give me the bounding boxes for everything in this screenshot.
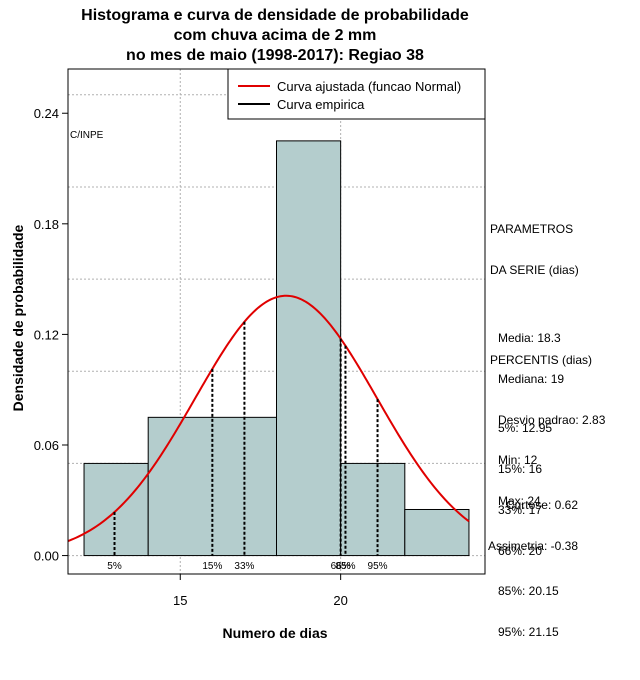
parameter-max: Max: 24 (498, 494, 541, 509)
x-tick-label-1: 20 (333, 593, 347, 608)
histogram-bar-2 (276, 140, 342, 557)
legend-box (227, 68, 486, 120)
legend-label-1: Curva empirica (277, 97, 365, 112)
parameter-stddev: Desvio padrao: 2.83 (498, 412, 606, 427)
percentile-95: 95%: 21.15 (498, 625, 559, 640)
percentile-label-85%: 85% (335, 561, 355, 572)
percentile-85: 85%: 20.15 (498, 584, 559, 599)
watermark-text: C/INPE (70, 130, 104, 141)
x-axis-label: Numero de dias (222, 625, 328, 641)
y-axis-label: Densidade de probabilidade (10, 224, 26, 412)
title-line-3: no mes de maio (1998-2017): Regiao 38 (126, 47, 424, 64)
y-tick-label-2: 0.12 (34, 327, 59, 342)
histogram-bars (83, 140, 470, 557)
y-axis: 0.00 0.06 0.12 0.18 0.24 (34, 106, 69, 564)
percentile-33: 33%: 17 (498, 502, 543, 517)
y-tick-label-1: 0.06 (34, 438, 59, 453)
parameter-mean: Media: 18.3 (498, 330, 561, 345)
parameters-panel: PARAMETROS DA SERIE (dias) Media: 18.3 M… (490, 196, 605, 549)
y-tick-label-3: 0.18 (34, 217, 59, 232)
parameter-median: Mediana: 19 (498, 371, 565, 386)
percentiles-header: PERCENTIS (dias) (490, 353, 593, 368)
x-tick-label-0: 15 (173, 593, 187, 608)
shape-stats-panel: Curtose: 0.62 Assimetria: -0.38 (486, 472, 578, 567)
percentile-label-95%: 95% (368, 561, 388, 572)
title-line-2: com chuva acima de 2 mm (173, 27, 377, 44)
percentile-5: 5%: 12.95 (498, 421, 553, 436)
percentile-15: 15%: 16 (498, 461, 543, 476)
parameters-header-1: PARAMETROS (490, 222, 574, 237)
parameters-header-2: DA SERIE (dias) (490, 262, 579, 277)
y-tick-label-0: 0.00 (34, 549, 59, 564)
percentile-label-33%: 33% (234, 561, 254, 572)
percentile-66: 66%: 20 (498, 543, 543, 558)
title-line-1: Histograma e curva de densidade de proba… (81, 7, 469, 24)
legend: Curva ajustada (funcao Normal) Curva empi… (227, 68, 486, 120)
x-axis: 15 20 (173, 573, 348, 608)
legend-label-0: Curva ajustada (funcao Normal) (277, 79, 461, 94)
kurtosis-value: Curtose: 0.62 (505, 498, 578, 513)
y-tick-label-4: 0.24 (34, 106, 59, 121)
percentile-label-5%: 5% (107, 561, 122, 572)
histogram-bar-4 (404, 508, 470, 557)
fitted-normal-curve (67, 294, 470, 543)
percentile-label-66%: 66% (331, 561, 351, 572)
parameter-min: Min: 12 (498, 453, 538, 468)
percentile-markers: 5% 15% 33% 66%85% 95% (107, 321, 388, 572)
skewness-value: Assimetria: -0.38 (487, 538, 578, 553)
chart-title: Histograma e curva de densidade de proba… (0, 6, 550, 66)
percentile-label-15%: 15% (202, 561, 222, 572)
percentiles-panel: PERCENTIS (dias) 5%: 12.95 15%: 16 33%: … (490, 327, 592, 680)
histogram-bar-3 (340, 462, 406, 557)
